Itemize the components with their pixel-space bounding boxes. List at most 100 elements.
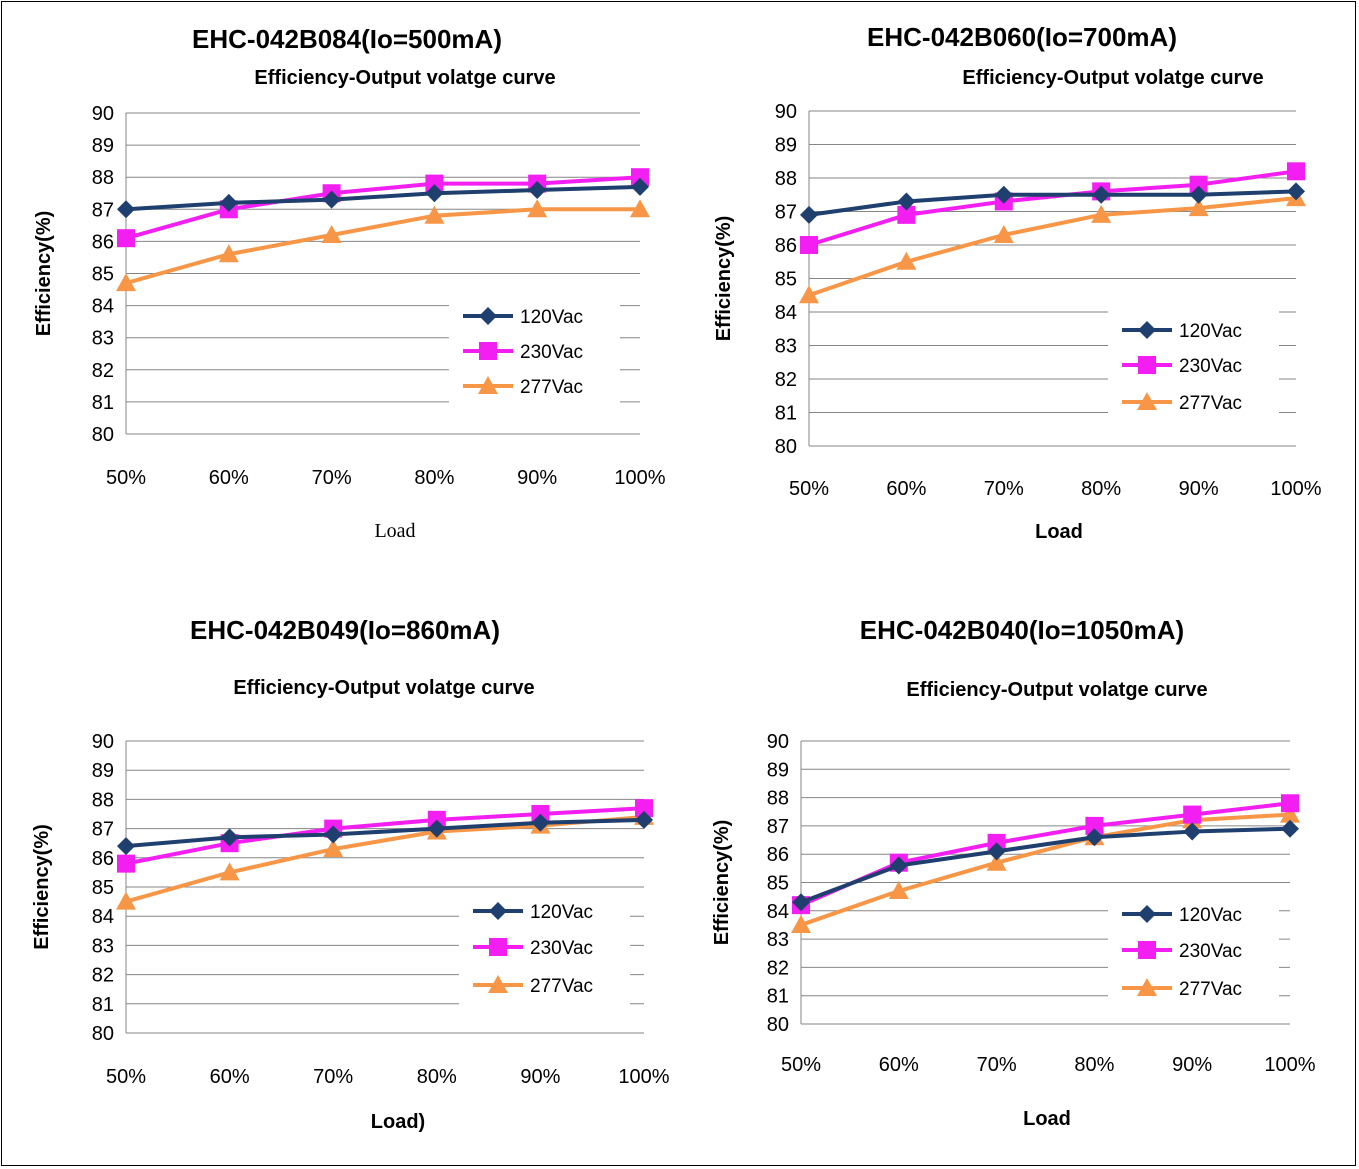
y-axis-label: Efficiency(%) xyxy=(33,211,55,337)
data-point-120Vac xyxy=(635,810,653,829)
data-point-230Vac xyxy=(1281,794,1299,813)
data-point-120Vac xyxy=(1085,828,1104,847)
y-tick-label: 82 xyxy=(767,957,789,979)
y-tick-label: 84 xyxy=(767,901,789,923)
legend-marker-120Vac xyxy=(479,307,497,325)
y-tick-label: 90 xyxy=(92,731,114,753)
y-tick-label: 85 xyxy=(92,877,114,899)
y-tick-label: 82 xyxy=(92,965,114,987)
x-tick-label: 60% xyxy=(209,467,249,489)
y-tick-label: 86 xyxy=(775,235,797,257)
legend-marker-277Vac xyxy=(1137,978,1157,996)
x-tick-label: 50% xyxy=(781,1054,821,1076)
y-tick-label: 89 xyxy=(767,759,789,781)
legend-label: 120Vac xyxy=(1179,905,1242,926)
x-tick-label: 80% xyxy=(414,467,454,489)
data-point-277Vac xyxy=(527,199,548,218)
y-tick-label: 84 xyxy=(92,906,114,928)
data-point-277Vac xyxy=(799,285,819,304)
y-axis-label: Efficiency(%) xyxy=(711,820,733,946)
chart-1: EHC-042B084(Io=500mA) Efficiency-Output v… xyxy=(33,24,666,542)
data-point-277Vac xyxy=(1280,804,1300,823)
data-point-120Vac xyxy=(117,200,135,219)
series-line-277Vac xyxy=(124,207,642,286)
x-tick-label: 70% xyxy=(313,1066,353,1088)
data-point-120Vac xyxy=(994,185,1013,204)
y-tick-label: 85 xyxy=(775,269,797,291)
x-tick-label: 90% xyxy=(520,1066,560,1088)
y-tick-label: 86 xyxy=(92,231,114,253)
data-point-120Vac xyxy=(987,842,1006,861)
chart-subtitle: Efficiency-Output volatge curve xyxy=(962,67,1263,89)
y-tick-label: 83 xyxy=(92,328,114,350)
x-tick-label: 60% xyxy=(210,1066,250,1088)
data-point-120Vac xyxy=(1189,185,1208,204)
data-point-120Vac xyxy=(889,856,908,875)
x-axis-label: Load xyxy=(1035,521,1083,543)
chart-title: EHC-042B060(Io=700mA) xyxy=(867,22,1177,52)
x-tick-label: 90% xyxy=(1172,1054,1212,1076)
series-line-230Vac xyxy=(807,169,1298,247)
legend-label: 230Vac xyxy=(1179,356,1242,377)
y-tick-label: 84 xyxy=(92,296,114,318)
data-point-120Vac xyxy=(800,205,818,224)
data-point-230Vac xyxy=(1183,805,1202,824)
x-tick-label: 100% xyxy=(614,467,665,489)
series-line-230Vac xyxy=(124,175,642,241)
data-point-277Vac xyxy=(630,199,650,218)
x-axis-label: Load) xyxy=(371,1111,425,1133)
series-line-120Vac xyxy=(124,184,642,212)
legend-marker-277Vac xyxy=(478,376,498,394)
data-point-277Vac xyxy=(321,224,342,243)
y-tick-label: 89 xyxy=(92,135,114,157)
data-point-230Vac xyxy=(425,174,444,193)
data-point-120Vac xyxy=(792,893,810,912)
data-point-120Vac xyxy=(117,837,135,856)
x-tick-label: 90% xyxy=(517,467,557,489)
data-point-120Vac xyxy=(897,192,916,211)
y-tick-label: 89 xyxy=(92,760,114,782)
x-tick-label: 100% xyxy=(1270,478,1321,500)
chart-title: EHC-042B084(Io=500mA) xyxy=(192,24,502,54)
y-tick-label: 82 xyxy=(775,369,797,391)
y-tick-label: 82 xyxy=(92,360,114,382)
legend-marker-277Vac xyxy=(488,975,508,993)
y-tick-label: 88 xyxy=(92,167,114,189)
data-point-230Vac xyxy=(897,205,916,224)
chart-subtitle: Efficiency-Output volatge curve xyxy=(906,679,1207,701)
chart-2: EHC-042B060(Io=700mA) Efficiency-Output v… xyxy=(713,22,1322,543)
data-point-277Vac xyxy=(1091,204,1112,223)
x-tick-label: 50% xyxy=(106,467,146,489)
legend-marker-230Vac xyxy=(479,342,497,360)
y-tick-label: 88 xyxy=(775,168,797,190)
data-point-230Vac xyxy=(117,229,135,248)
x-tick-label: 100% xyxy=(618,1066,669,1088)
legend-marker-120Vac xyxy=(489,902,507,920)
data-point-120Vac xyxy=(1183,822,1202,841)
y-tick-label: 85 xyxy=(92,264,114,286)
x-tick-label: 70% xyxy=(312,467,352,489)
data-point-277Vac xyxy=(424,205,445,224)
data-point-277Vac xyxy=(993,224,1014,243)
y-tick-label: 87 xyxy=(92,199,114,221)
x-tick-label: 70% xyxy=(984,478,1024,500)
y-tick-label: 83 xyxy=(767,929,789,951)
data-point-120Vac xyxy=(427,819,446,838)
y-axis-label: Efficiency(%) xyxy=(713,216,735,342)
legend-label: 230Vac xyxy=(530,938,593,959)
series-line-230Vac xyxy=(124,806,646,866)
y-tick-label: 86 xyxy=(767,844,789,866)
chart-subtitle: Efficiency-Output volatge curve xyxy=(254,67,555,89)
x-tick-label: 60% xyxy=(879,1054,919,1076)
y-tick-label: 87 xyxy=(92,819,114,841)
x-tick-label: 80% xyxy=(417,1066,457,1088)
data-point-277Vac xyxy=(323,839,344,858)
y-tick-label: 90 xyxy=(767,731,789,753)
y-tick-label: 86 xyxy=(92,848,114,870)
data-point-230Vac xyxy=(631,168,649,187)
data-point-120Vac xyxy=(324,825,343,844)
y-tick-label: 87 xyxy=(767,816,789,838)
y-tick-label: 80 xyxy=(92,424,114,446)
y-tick-label: 90 xyxy=(92,103,114,125)
